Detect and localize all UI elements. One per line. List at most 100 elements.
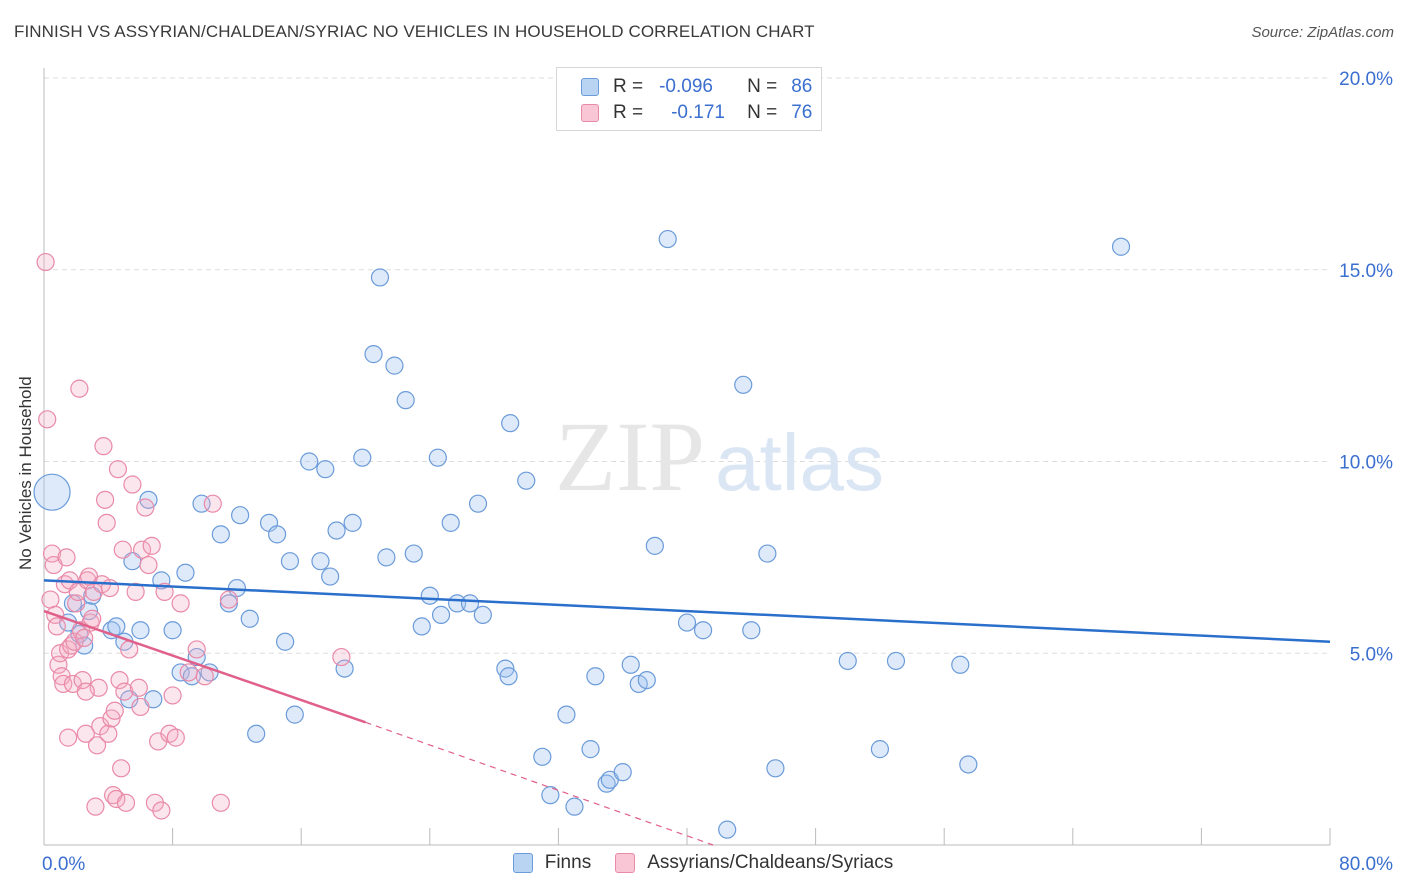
assyrians-point: [132, 540, 152, 559]
assyrians-point: [86, 797, 105, 816]
assyrians-point: [73, 670, 92, 690]
axes: [43, 68, 1331, 846]
finns-point: [541, 786, 560, 805]
trend-line-assyrians: [43, 609, 366, 724]
assyrians-point: [67, 594, 86, 613]
assyrians-point: [65, 632, 84, 651]
assyrians-point: [94, 437, 113, 456]
assyrians-point: [131, 697, 150, 717]
y-tick-label: 5.0%: [1350, 644, 1393, 665]
finns-point: [247, 724, 266, 743]
assyrians-point: [70, 379, 89, 398]
finns-point: [353, 448, 372, 467]
finns-point: [870, 740, 890, 759]
assyrians-point: [195, 667, 214, 686]
assyrians-point: [129, 678, 148, 697]
assyrians-point: [41, 590, 60, 609]
finns-point: [163, 621, 182, 640]
bottom-legend-swatch-finns: [512, 853, 533, 873]
trend-line-finns: [43, 579, 1331, 643]
finns-point: [734, 375, 753, 394]
assyrians-point: [97, 513, 116, 532]
assyrians-point: [126, 582, 145, 601]
finns-point: [431, 605, 451, 625]
finns-point: [468, 494, 488, 513]
finns-point: [335, 659, 354, 678]
finns-point: [285, 705, 304, 724]
x-tick-label-min: 0.0%: [42, 854, 85, 875]
finns-point: [280, 552, 300, 571]
finns-point: [311, 552, 330, 571]
series-assyrians: [36, 252, 351, 820]
legend-n-label: N =: [747, 76, 778, 97]
finns-point: [581, 740, 600, 759]
finns-point: [613, 763, 632, 782]
legend-r-value: -0.096: [659, 76, 713, 97]
assyrians-point: [95, 490, 115, 509]
finns-point: [718, 820, 737, 839]
x-tick-label-max: 80.0%: [1339, 854, 1393, 875]
legend-row-assyrians: R = -0.171 N = 76: [581, 101, 812, 125]
assyrians-point: [108, 460, 128, 479]
finns-point: [658, 229, 677, 249]
finns-point: [441, 513, 460, 532]
watermark-atlas: atlas: [715, 418, 884, 507]
trend-line-assyrians-extrapolated: [365, 721, 714, 846]
finns-point: [327, 521, 346, 540]
assyrians-point: [113, 540, 132, 559]
trend-lines: [43, 579, 1331, 846]
bottom-legend-finns: Finns: [512, 852, 592, 874]
finns-point: [557, 705, 576, 724]
assyrians-point: [42, 544, 62, 563]
finns-point: [742, 621, 761, 640]
finns-point: [219, 594, 238, 613]
finns-point: [240, 609, 259, 628]
finns-point: [951, 655, 970, 674]
finns-point: [364, 345, 383, 364]
legend: R = -0.096 N = 86 R = -0.171 N = 76: [556, 67, 822, 131]
legend-r-label: R =: [613, 102, 644, 123]
finns-point: [838, 651, 857, 671]
assyrians-point: [110, 670, 129, 690]
assyrians-point: [59, 728, 78, 747]
finns-point: [321, 567, 340, 586]
finns-point: [1111, 237, 1131, 256]
finns-point: [886, 651, 906, 671]
finns-point: [428, 448, 447, 467]
assyrians-point: [75, 628, 94, 648]
legend-n-value: 76: [791, 102, 813, 123]
finns-point: [693, 621, 713, 640]
assyrians-point: [116, 793, 136, 812]
finns-point: [267, 525, 287, 544]
finns-point: [33, 473, 71, 511]
finns-point: [385, 356, 404, 375]
series-finns: [33, 229, 1131, 839]
assyrians-point: [142, 536, 161, 555]
finns-point: [677, 613, 697, 632]
bottom-legend-label-assyrians: Assyrians/Chaldeans/Syriacs: [647, 852, 894, 873]
assyrians-point: [76, 682, 95, 701]
assyrians-point: [155, 582, 174, 601]
finns-point: [300, 452, 319, 471]
finns-point: [370, 268, 390, 287]
assyrians-point: [187, 640, 206, 659]
assyrians-point: [99, 724, 118, 743]
assyrians-point: [139, 555, 158, 575]
finns-point: [637, 670, 656, 690]
assyrians-point: [76, 724, 95, 743]
finns-point: [565, 797, 584, 816]
assyrians-point: [115, 682, 134, 701]
bottom-legend-label-finns: Finns: [544, 852, 592, 873]
finns-point: [131, 621, 150, 640]
finns-point: [460, 594, 480, 613]
assyrians-point: [107, 789, 126, 809]
watermark-zip: ZIP: [555, 401, 705, 512]
y-tick-label: 10.0%: [1339, 453, 1393, 474]
y-tick-label: 15.0%: [1339, 261, 1393, 282]
assyrians-point: [36, 252, 55, 272]
bottom-legend-assyrians: Assyrians/Chaldeans/Syriacs: [615, 852, 893, 874]
finns-point: [766, 759, 785, 778]
finns-point: [404, 544, 423, 563]
grid-lines: [44, 77, 1330, 654]
finns-point: [276, 632, 295, 651]
